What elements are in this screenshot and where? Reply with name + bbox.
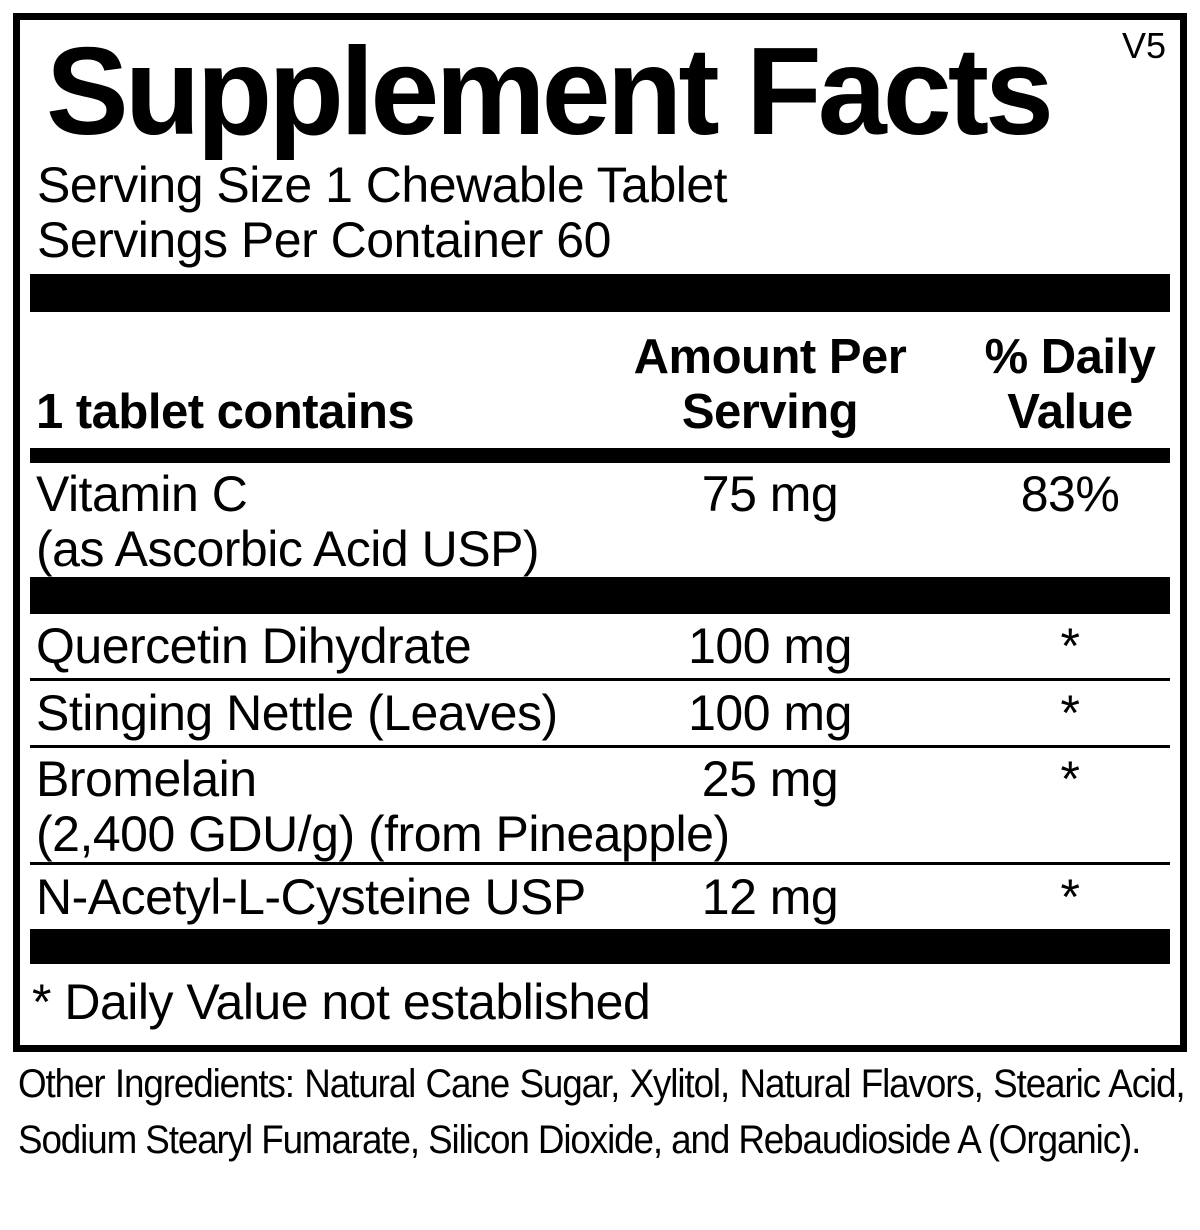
daily-value-footnote: * Daily Value not established <box>32 974 651 1030</box>
column-header-row: 1 tablet contains Amount Per Serving % D… <box>30 312 1170 448</box>
supplement-facts-panel: V5 Supplement Facts Serving Size 1 Chewa… <box>13 13 1187 1052</box>
ingredient-row-stinging-nettle: Stinging Nettle (Leaves) 100 mg * <box>30 681 1170 745</box>
row-divider <box>30 678 1170 681</box>
page-title: Supplement Facts <box>46 23 1054 161</box>
ingredient-daily-value: * <box>1060 869 1080 925</box>
ingredient-row-quercetin: Quercetin Dihydrate 100 mg * <box>30 614 1170 678</box>
column-header-daily-value: % Daily Value <box>984 330 1156 439</box>
ingredient-daily-value: * <box>1060 751 1080 807</box>
ingredient-row-vitamin-c: Vitamin C 75 mg 83% (as Ascorbic Acid US… <box>30 463 1170 577</box>
ingredient-amount: 75 mg <box>701 466 839 522</box>
row-divider <box>30 862 1170 865</box>
ingredient-daily-value: 83% <box>1020 466 1120 522</box>
ingredient-name-line2: (as Ascorbic Acid USP) <box>36 521 540 577</box>
servings-per-container-line: Servings Per Container 60 <box>37 212 611 268</box>
other-ingredients-text: Other Ingredients: Natural Cane Sugar, X… <box>18 1062 1186 1162</box>
ingredient-daily-value: * <box>1060 618 1080 674</box>
column-header-tablet-contains: 1 tablet contains <box>36 385 415 439</box>
ingredient-row-nac: N-Acetyl-L-Cysteine USP 12 mg * <box>30 865 1170 929</box>
ingredient-name: Vitamin C <box>36 466 248 522</box>
ingredient-name: Quercetin Dihydrate <box>36 618 472 674</box>
ingredient-amount: 100 mg <box>688 685 852 741</box>
ingredient-name-line2: (2,400 GDU/g) (from Pineapple) <box>36 806 730 862</box>
ingredient-row-bromelain: Bromelain 25 mg * (2,400 GDU/g) (from Pi… <box>30 748 1170 862</box>
ingredient-amount: 100 mg <box>688 618 852 674</box>
ingredient-amount: 12 mg <box>701 869 839 925</box>
ingredient-name: Bromelain <box>36 751 257 807</box>
medium-divider-bar-headers <box>30 448 1170 463</box>
ingredient-name: N-Acetyl-L-Cysteine USP <box>36 869 586 925</box>
serving-size-line: Serving Size 1 Chewable Tablet <box>37 157 728 213</box>
ingredient-amount: 25 mg <box>701 751 839 807</box>
thick-divider-bar-top <box>30 274 1170 312</box>
row-divider <box>30 745 1170 748</box>
ingredient-name: Stinging Nettle (Leaves) <box>36 685 558 741</box>
thick-divider-bar-middle <box>30 577 1170 614</box>
column-header-amount-per-serving: Amount Per Serving <box>633 330 907 439</box>
ingredient-daily-value: * <box>1060 685 1080 741</box>
version-label: V5 <box>1121 25 1166 66</box>
thick-divider-bar-bottom <box>30 929 1170 964</box>
